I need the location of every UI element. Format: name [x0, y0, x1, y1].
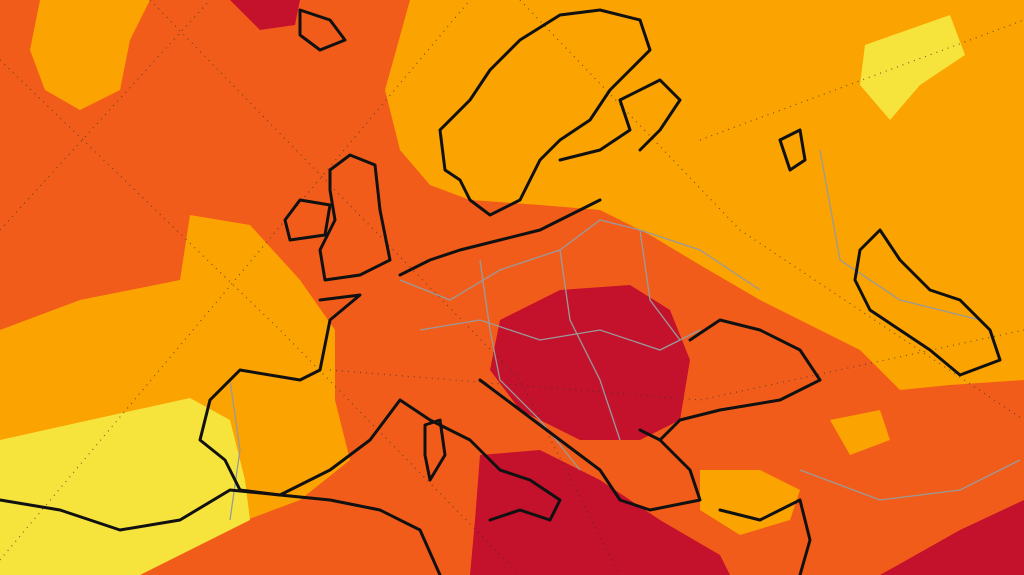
- border: [819, 149, 981, 321]
- border: [799, 459, 1021, 501]
- dark-red-zone: [470, 450, 730, 575]
- border: [639, 229, 681, 341]
- border: [399, 219, 761, 301]
- coastline: [478, 378, 702, 512]
- coastlines: [0, 8, 1002, 575]
- border: [419, 319, 701, 351]
- coastline: [283, 198, 332, 242]
- coastline: [298, 8, 347, 52]
- orange-zone: [700, 470, 800, 535]
- border: [559, 249, 621, 441]
- coastline: [558, 78, 682, 162]
- dark-red-zone: [490, 285, 690, 440]
- coastline: [423, 418, 447, 482]
- orange-zone: [385, 0, 1024, 390]
- coastline: [658, 318, 822, 442]
- coastline: [853, 228, 1002, 377]
- graticule-line: [519, 0, 1024, 421]
- coastline: [778, 128, 807, 172]
- coastline: [318, 153, 392, 282]
- coastline: [198, 293, 432, 497]
- yellow-zone: [860, 15, 965, 120]
- coastline: [718, 498, 812, 575]
- dark-red-zone: [880, 500, 1024, 575]
- orange-zone: [830, 410, 890, 455]
- border: [229, 379, 241, 521]
- coastline: [0, 488, 442, 575]
- coastline: [438, 8, 652, 217]
- coastline: [428, 418, 562, 522]
- coastline: [398, 198, 602, 277]
- dark-red-zone: [230, 0, 300, 30]
- yellow-zone: [0, 398, 250, 575]
- orange-zone: [30, 0, 150, 110]
